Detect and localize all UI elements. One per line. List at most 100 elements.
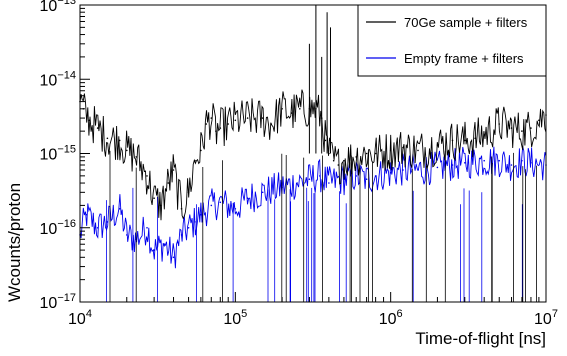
- data-point: [219, 127, 222, 129]
- data-point: [215, 130, 217, 132]
- data-point: [389, 172, 392, 174]
- data-point: [319, 175, 321, 177]
- x-tick-label: 106: [379, 308, 403, 328]
- data-point: [436, 166, 439, 169]
- data-point: [153, 249, 155, 251]
- data-point: [167, 182, 170, 184]
- y-tick-label: 10−15: [40, 144, 76, 164]
- data-point: [451, 164, 454, 166]
- data-point: [464, 162, 466, 164]
- data-point: [163, 243, 166, 245]
- data-point: [483, 159, 486, 162]
- data-point: [187, 227, 190, 229]
- data-point: [246, 117, 249, 119]
- data-point: [210, 117, 213, 119]
- data-point: [464, 139, 466, 142]
- x-axis-ticks: [79, 292, 547, 302]
- x-tick-label: 104: [68, 308, 92, 328]
- data-point: [332, 159, 335, 162]
- data-point: [290, 112, 293, 114]
- data-point: [180, 234, 183, 236]
- data-point: [180, 208, 183, 210]
- data-point: [343, 159, 345, 162]
- series-0: [79, 89, 547, 302]
- data-point: [498, 159, 501, 162]
- data-point: [261, 191, 264, 194]
- data-point: [118, 208, 121, 210]
- data-point: [521, 159, 523, 162]
- data-point: [234, 119, 237, 122]
- data-point: [234, 208, 237, 210]
- data-point: [205, 123, 208, 125]
- data-point: [159, 204, 162, 207]
- y-tick-label: 10−13: [40, 0, 76, 15]
- data-point: [153, 197, 155, 199]
- data-point: [498, 123, 501, 125]
- series-1: [79, 146, 547, 302]
- data-point: [365, 178, 368, 180]
- data-point: [365, 152, 368, 155]
- data-point: [402, 146, 404, 149]
- data-point: [538, 119, 540, 122]
- x-axis-tick-labels: 104 105 106 107: [68, 308, 558, 328]
- legend-box: [357, 4, 547, 77]
- data-point: [436, 144, 439, 146]
- x-tick-label: 107: [534, 308, 558, 328]
- y-tick-label: 10−16: [40, 218, 76, 238]
- y-tick-label: 10−14: [40, 69, 76, 89]
- data-point: [194, 159, 196, 162]
- data-point: [85, 213, 88, 216]
- plot-area: [79, 4, 547, 303]
- data-point: [510, 164, 513, 166]
- data-point: [299, 108, 301, 110]
- data-point: [227, 123, 229, 125]
- data-point: [308, 178, 311, 180]
- data-point: [172, 256, 175, 259]
- data-point: [172, 169, 175, 171]
- data-point: [530, 127, 532, 129]
- data-point: [146, 175, 148, 177]
- data-point: [355, 156, 358, 158]
- data-point: [200, 213, 202, 216]
- series-line-0: [79, 89, 547, 221]
- y-axis-tick-labels: 10−17 10−16 10−15 10−14 10−13: [40, 0, 76, 312]
- data-point: [96, 227, 99, 229]
- data-point: [210, 204, 213, 207]
- data-point: [417, 149, 419, 152]
- y-axis-ticks: [80, 7, 90, 303]
- x-axis-title: Time-of-flight [ns]: [415, 329, 546, 348]
- data-point: [483, 133, 486, 136]
- data-point: [355, 175, 358, 177]
- data-point: [126, 234, 128, 236]
- legend-label-empty: Empty frame + filters: [404, 51, 524, 66]
- data-point: [270, 123, 272, 125]
- data-point: [328, 182, 330, 184]
- data-point: [374, 152, 377, 155]
- data-point: [281, 108, 283, 110]
- data-point: [200, 149, 202, 152]
- data-point: [135, 156, 137, 158]
- data-point: [389, 149, 392, 152]
- data-point: [194, 221, 196, 223]
- data-point: [118, 139, 121, 142]
- data-point: [328, 152, 330, 155]
- data-point: [510, 127, 513, 129]
- x-tick-label: 105: [223, 308, 247, 328]
- data-point: [246, 197, 249, 199]
- series-layer: [79, 5, 547, 302]
- data-point: [451, 139, 454, 142]
- data-point: [530, 162, 532, 164]
- legend-label-sample: 70Ge sample + filters: [404, 15, 528, 30]
- data-point: [146, 227, 148, 229]
- data-point: [219, 201, 222, 204]
- data-point: [374, 175, 377, 177]
- data-point: [417, 169, 419, 171]
- y-axis-title: Wcounts/proton: [5, 183, 24, 302]
- data-point: [324, 139, 327, 142]
- data-point: [296, 182, 298, 184]
- data-point: [402, 169, 404, 171]
- data-point: [88, 119, 91, 122]
- data-point: [126, 149, 128, 152]
- data-point: [96, 127, 99, 129]
